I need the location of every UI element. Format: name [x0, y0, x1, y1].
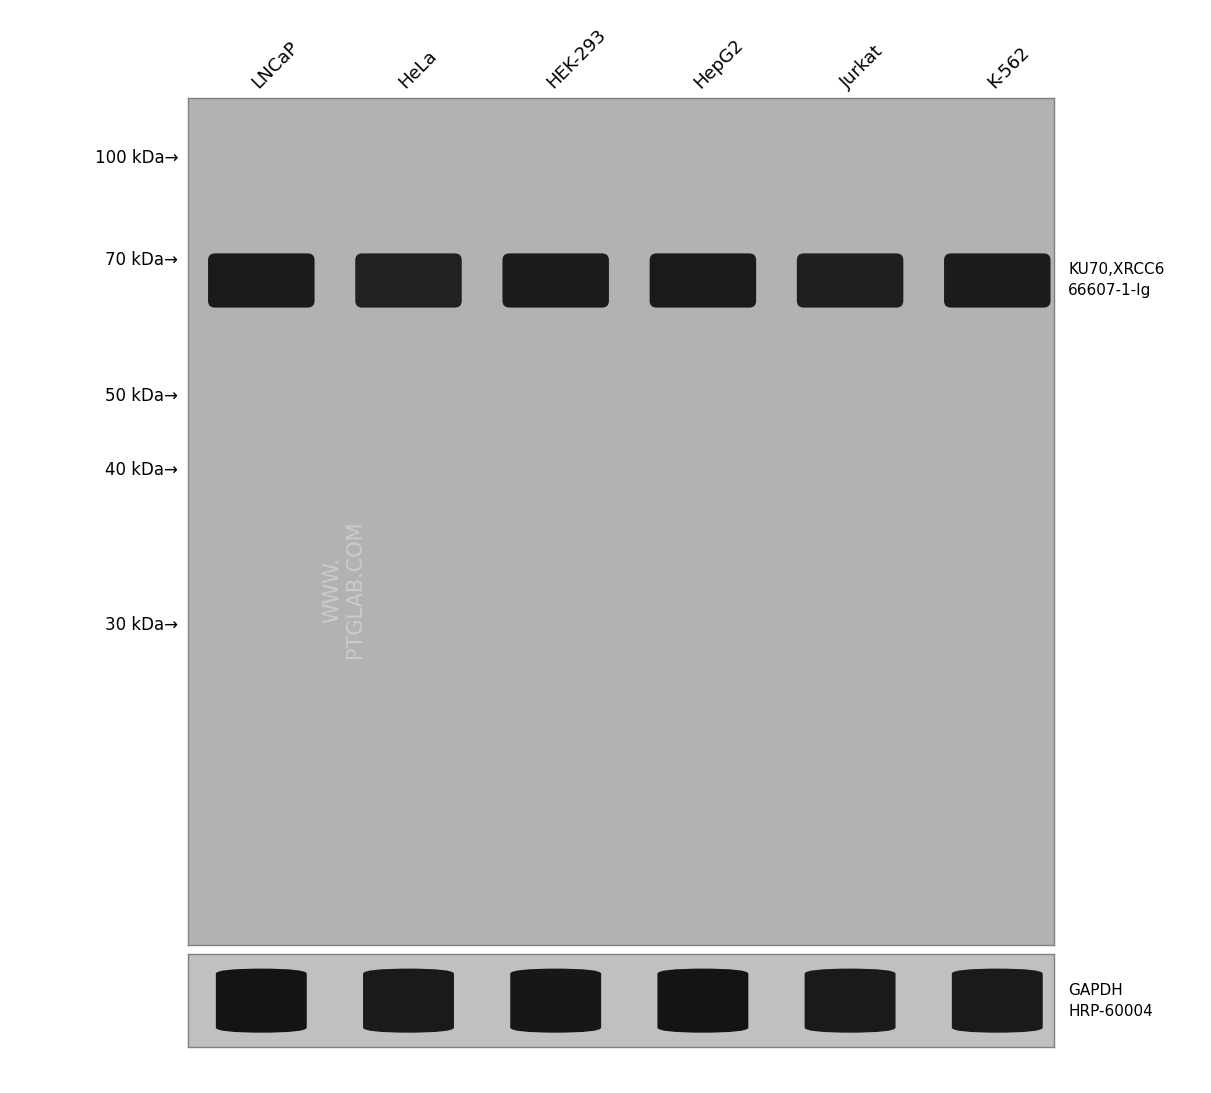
- FancyBboxPatch shape: [945, 254, 1050, 307]
- Text: 40 kDa→: 40 kDa→: [105, 461, 178, 479]
- FancyBboxPatch shape: [503, 254, 609, 307]
- Text: 30 kDa→: 30 kDa→: [105, 616, 178, 634]
- Text: Jurkat: Jurkat: [837, 43, 886, 92]
- FancyBboxPatch shape: [363, 968, 454, 1033]
- FancyBboxPatch shape: [804, 968, 896, 1033]
- Text: 100 kDa→: 100 kDa→: [94, 150, 178, 167]
- FancyBboxPatch shape: [952, 968, 1043, 1033]
- Text: K-562: K-562: [985, 44, 1033, 92]
- Text: HEK-293: HEK-293: [543, 25, 609, 92]
- Text: 50 kDa→: 50 kDa→: [105, 387, 178, 404]
- FancyBboxPatch shape: [658, 968, 748, 1033]
- FancyBboxPatch shape: [510, 968, 601, 1033]
- FancyBboxPatch shape: [649, 254, 756, 307]
- Text: KU70,XRCC6
66607-1-Ig: KU70,XRCC6 66607-1-Ig: [1068, 262, 1165, 298]
- Text: HeLa: HeLa: [396, 47, 441, 92]
- FancyBboxPatch shape: [355, 254, 461, 307]
- FancyBboxPatch shape: [797, 254, 903, 307]
- Text: 70 kDa→: 70 kDa→: [105, 251, 178, 269]
- Text: GAPDH
HRP-60004: GAPDH HRP-60004: [1068, 983, 1153, 1019]
- Text: WWW.
PTGLAB.COM: WWW. PTGLAB.COM: [322, 521, 366, 658]
- Text: HepG2: HepG2: [690, 36, 746, 92]
- Text: LNCaP: LNCaP: [248, 38, 303, 92]
- FancyBboxPatch shape: [208, 254, 315, 307]
- FancyBboxPatch shape: [216, 968, 306, 1033]
